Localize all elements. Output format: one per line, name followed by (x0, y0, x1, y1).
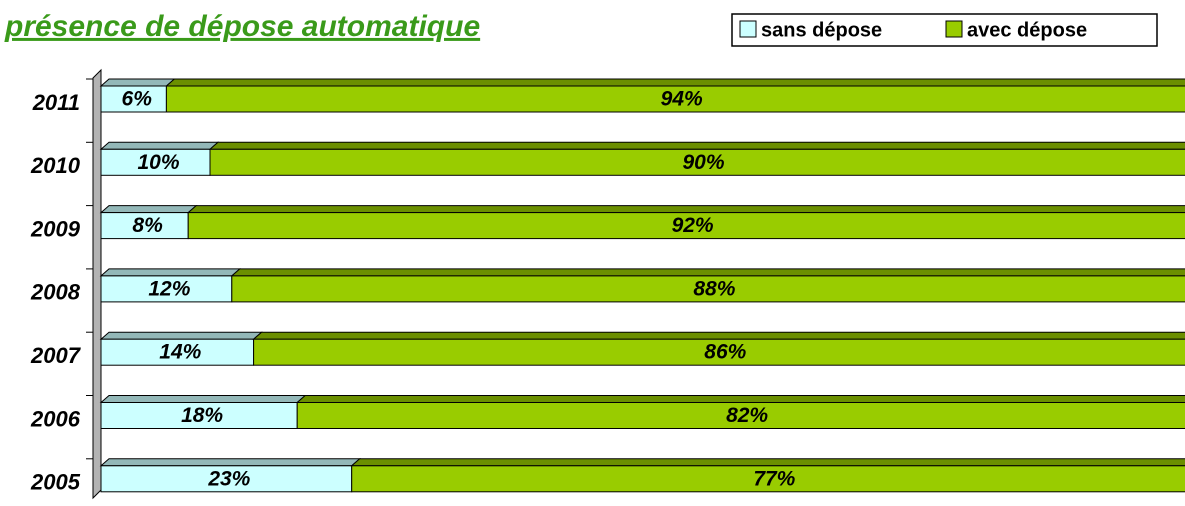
y-tick-label: 2009 (30, 216, 81, 241)
left-wall (92, 68, 102, 500)
value-label: 12% (148, 277, 190, 300)
value-label: 8% (132, 214, 163, 237)
bar-top (99, 141, 220, 150)
bar-top (165, 78, 1185, 87)
bar-top (252, 331, 1185, 340)
bar (209, 148, 1185, 176)
legend-swatch (945, 20, 963, 38)
bar (253, 338, 1185, 366)
y-tick-label: 2006 (30, 406, 81, 431)
bar-top (99, 395, 307, 403)
bar (351, 465, 1185, 493)
value-label: 14% (159, 341, 201, 364)
bar-top (230, 268, 1185, 277)
y-tick-label: 2007 (30, 343, 82, 368)
value-label: 86% (704, 341, 746, 364)
bar (296, 402, 1185, 429)
bar-top (99, 78, 176, 87)
bar (231, 275, 1185, 303)
value-label: 90% (682, 151, 724, 174)
value-label: 23% (207, 467, 250, 490)
bar-top (350, 458, 1185, 467)
y-tick-label: 2008 (30, 280, 81, 305)
y-tick-label: 2011 (32, 90, 80, 115)
bar-top (186, 205, 1185, 214)
y-tick-label: 2005 (30, 470, 81, 495)
bar-top (99, 268, 242, 277)
legend-box (731, 13, 1158, 47)
legend-label: avec dépose (967, 19, 1087, 41)
bar-top (99, 205, 198, 214)
legend-swatch (739, 20, 757, 38)
value-label: 77% (753, 467, 795, 490)
value-label: 88% (693, 277, 735, 300)
bar (100, 402, 298, 429)
value-label: 82% (726, 404, 768, 427)
bar (187, 212, 1185, 240)
value-label: 92% (672, 214, 714, 237)
bar (100, 465, 353, 493)
bar (100, 338, 255, 366)
y-tick-label: 2010 (30, 153, 81, 178)
value-label: 18% (181, 404, 223, 427)
chart-title: présence de dépose automatique (4, 10, 480, 43)
bar-top (208, 141, 1185, 150)
value-label: 6% (122, 88, 153, 111)
value-label: 10% (137, 151, 179, 174)
bar (165, 85, 1185, 113)
value-label: 94% (661, 88, 703, 111)
legend-label: sans dépose (761, 19, 882, 41)
bar-top (295, 395, 1185, 403)
bar-top (99, 331, 263, 340)
bar-top (99, 458, 362, 467)
